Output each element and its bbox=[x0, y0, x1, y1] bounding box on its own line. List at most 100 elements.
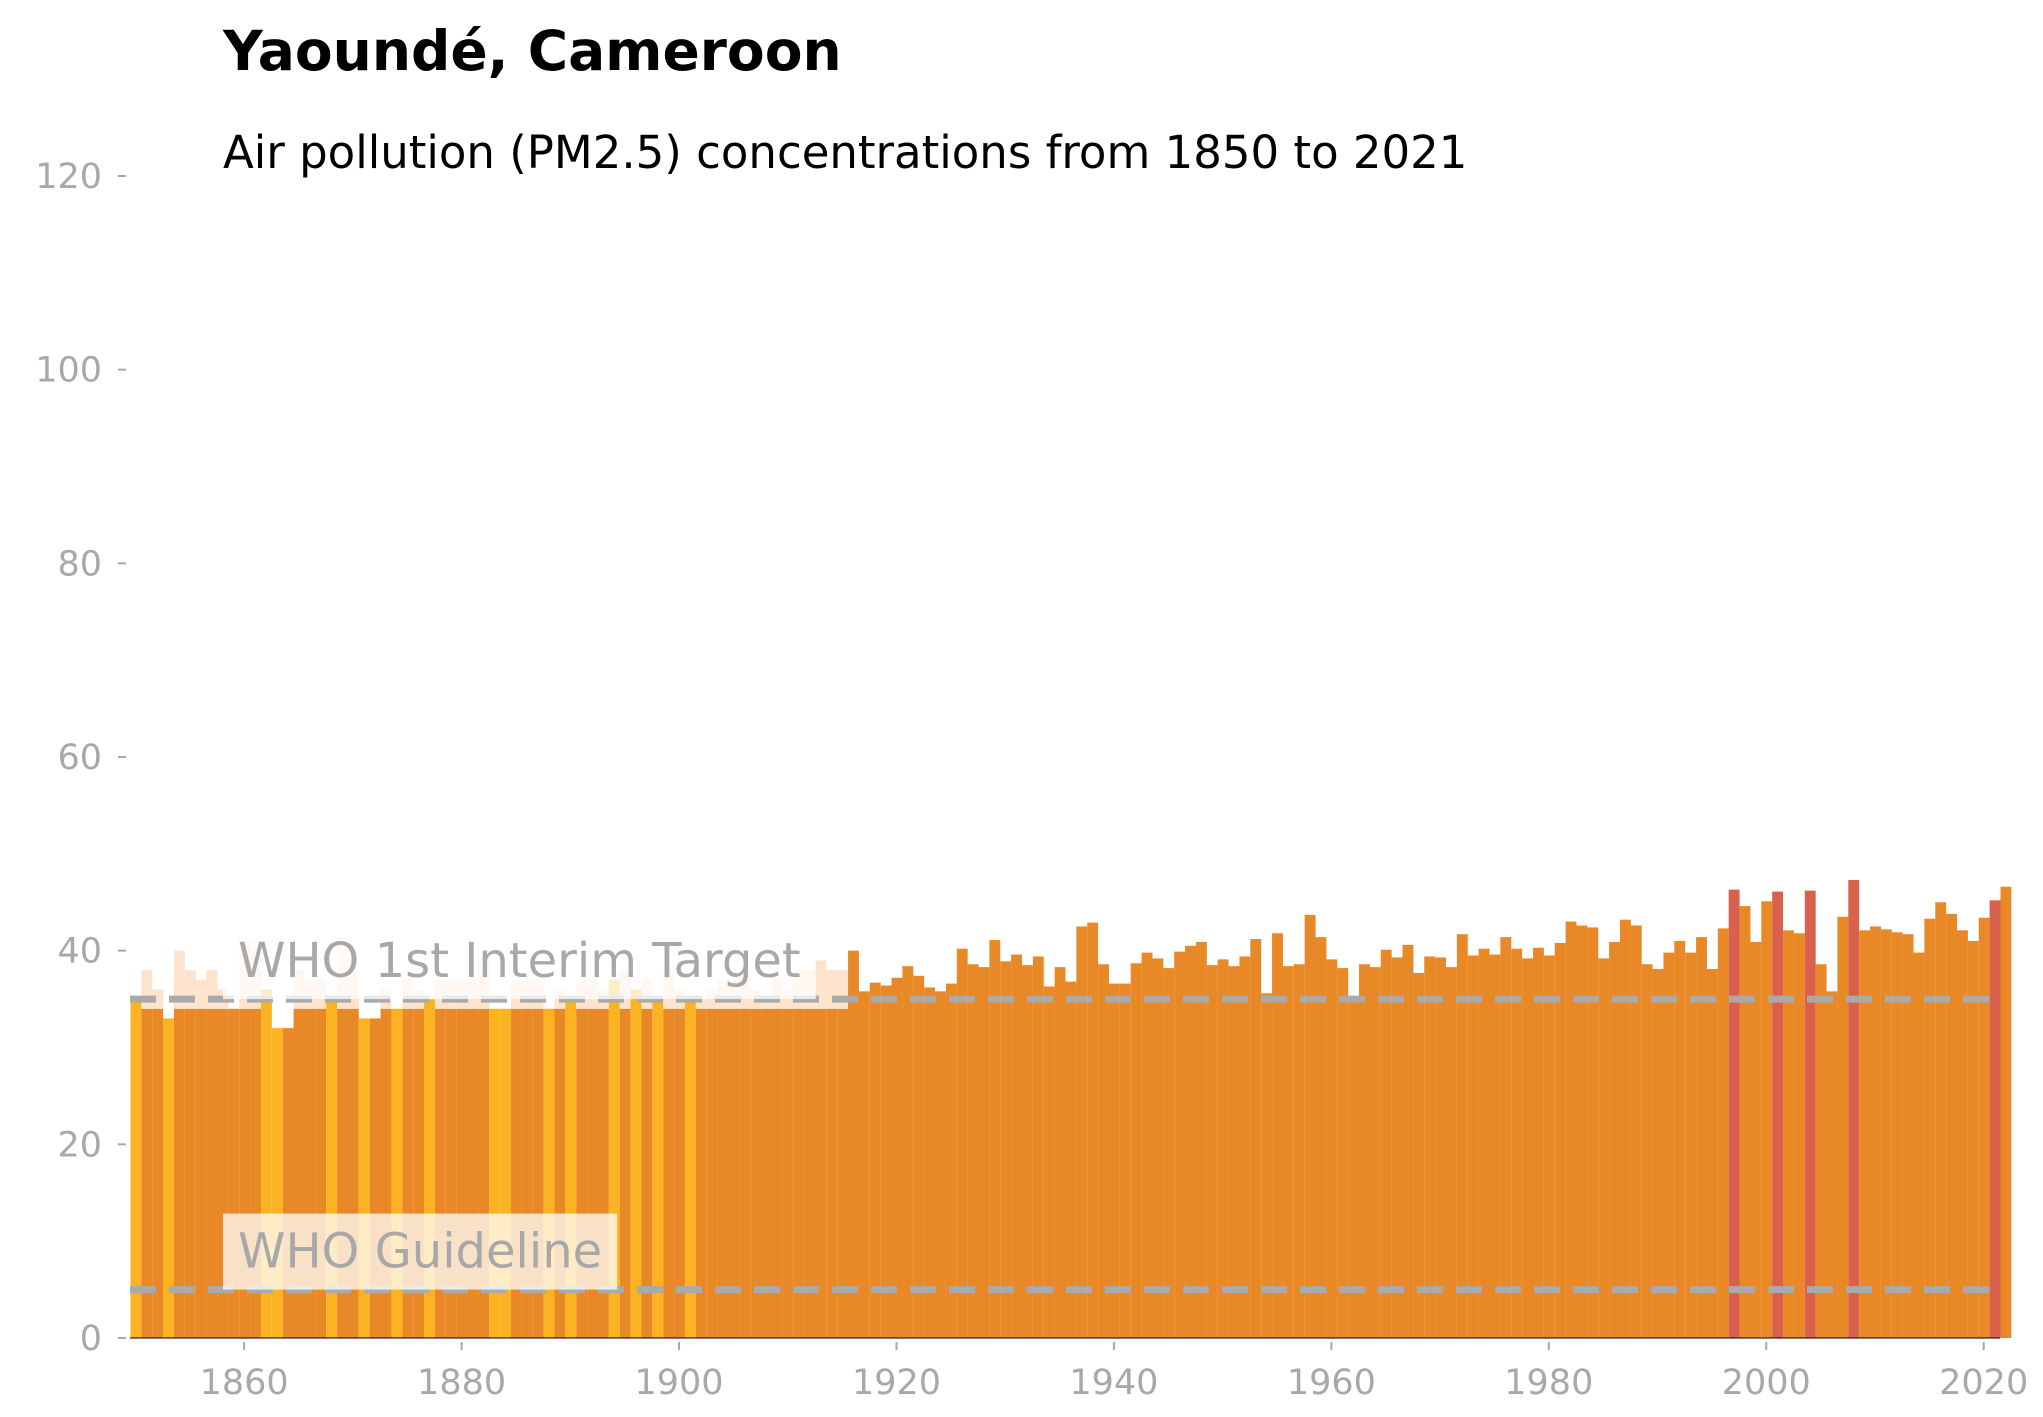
bar-1891 bbox=[576, 1008, 588, 1338]
bar-1918 bbox=[869, 982, 881, 1338]
bar-1864 bbox=[282, 1028, 294, 1338]
bar-1919 bbox=[880, 985, 892, 1338]
bar-1898 bbox=[652, 999, 664, 1338]
bar-1969 bbox=[1424, 956, 1436, 1338]
bar-ghost-1854 bbox=[173, 950, 185, 1009]
bar-1943 bbox=[1141, 952, 1153, 1338]
bar-1908 bbox=[761, 1008, 772, 1338]
bar-1903 bbox=[706, 1008, 718, 1338]
bar-ghost-1903 bbox=[706, 989, 718, 1009]
bar-1905 bbox=[728, 1008, 740, 1338]
x-axis: 1860 1880 1900 1920 1940 1960 1980 2000 2020 bbox=[130, 1337, 2028, 1403]
reference-lines-group: WHO 1st Interim Target WHO Guideline bbox=[130, 923, 2000, 1294]
bar-1934 bbox=[1043, 986, 1055, 1338]
bar-ghost-1856 bbox=[195, 979, 207, 1009]
bar-1952 bbox=[1239, 956, 1251, 1338]
bar-1874 bbox=[391, 1008, 403, 1338]
bar-2022 bbox=[2000, 886, 2012, 1338]
bar-1850 bbox=[130, 999, 142, 1338]
bar-1983 bbox=[1576, 925, 1588, 1338]
bar-1951 bbox=[1228, 966, 1240, 1338]
bar-1954 bbox=[1261, 993, 1273, 1338]
bar-1979 bbox=[1533, 947, 1544, 1338]
bar-1868 bbox=[326, 999, 338, 1338]
bar-1889 bbox=[554, 1008, 566, 1338]
bar-1853 bbox=[163, 1018, 174, 1338]
bar-1946 bbox=[1174, 951, 1186, 1338]
bar-1995 bbox=[1706, 969, 1718, 1338]
bar-1867 bbox=[315, 1008, 327, 1338]
bar-1929 bbox=[989, 940, 1001, 1338]
bar-1858 bbox=[217, 1008, 229, 1338]
x-tick-label-1920: 1920 bbox=[852, 1363, 941, 1403]
bar-1938 bbox=[1087, 922, 1099, 1338]
bar-2006 bbox=[1826, 991, 1838, 1338]
ref-label-1: WHO Guideline bbox=[238, 1224, 602, 1280]
bar-1962 bbox=[1348, 997, 1360, 1338]
bar-1888 bbox=[543, 1008, 555, 1338]
x-tick-label-1860: 1860 bbox=[200, 1363, 289, 1403]
bar-1879 bbox=[445, 1008, 457, 1338]
bar-1993 bbox=[1685, 952, 1697, 1338]
bar-1933 bbox=[1032, 956, 1044, 1338]
chart-title: Yaoundé, Cameroon bbox=[222, 19, 842, 83]
bar-2021 bbox=[1989, 900, 2001, 1338]
bar-2019 bbox=[1967, 940, 1979, 1338]
bar-1871 bbox=[358, 1018, 370, 1338]
bar-1924 bbox=[935, 991, 946, 1338]
x-tick-label-2020: 2020 bbox=[1939, 1363, 2028, 1403]
bar-2018 bbox=[1957, 930, 1968, 1338]
bar-1925 bbox=[945, 983, 957, 1338]
bar-1892 bbox=[587, 1008, 598, 1338]
bar-1984 bbox=[1587, 927, 1599, 1338]
bar-1964 bbox=[1369, 967, 1381, 1338]
bar-1982 bbox=[1565, 921, 1577, 1338]
bar-1988 bbox=[1630, 925, 1642, 1338]
bar-1992 bbox=[1674, 940, 1686, 1338]
bar-1880 bbox=[456, 1008, 468, 1338]
y-tick-label-20: 20 bbox=[57, 1125, 102, 1165]
bar-1930 bbox=[1000, 961, 1012, 1338]
bar-ghost-1915 bbox=[837, 970, 849, 1009]
bar-1872 bbox=[369, 1018, 381, 1338]
bar-1917 bbox=[858, 991, 870, 1338]
bar-1927 bbox=[967, 964, 979, 1338]
bar-1887 bbox=[532, 1008, 544, 1338]
bar-1957 bbox=[1293, 964, 1305, 1338]
bar-1896 bbox=[630, 989, 642, 1338]
bar-1911 bbox=[793, 1008, 805, 1338]
bar-1967 bbox=[1402, 944, 1414, 1338]
bar-1935 bbox=[1054, 967, 1066, 1338]
x-tick-label-1940: 1940 bbox=[1069, 1363, 1158, 1403]
bar-2009 bbox=[1859, 930, 1871, 1338]
bar-2012 bbox=[1891, 932, 1903, 1338]
bar-1881 bbox=[467, 1008, 479, 1338]
y-tick-label-60: 60 bbox=[57, 738, 102, 778]
bar-1907 bbox=[750, 1008, 762, 1338]
bar-1970 bbox=[1435, 957, 1447, 1338]
chart-subtitle: Air pollution (PM2.5) concentrations fro… bbox=[223, 126, 1467, 179]
bar-1876 bbox=[413, 1008, 425, 1338]
bar-1912 bbox=[804, 1008, 816, 1338]
bar-2016 bbox=[1935, 902, 1947, 1338]
x-tick-label-1960: 1960 bbox=[1287, 1363, 1376, 1403]
bar-1931 bbox=[1011, 954, 1023, 1338]
bar-1973 bbox=[1467, 955, 1479, 1338]
bar-1977 bbox=[1511, 948, 1523, 1338]
x-tick-label-1900: 1900 bbox=[635, 1363, 724, 1403]
bar-1916 bbox=[848, 950, 859, 1338]
bar-1857 bbox=[206, 1008, 218, 1338]
bar-1940 bbox=[1108, 983, 1120, 1338]
bar-1996 bbox=[1717, 928, 1729, 1338]
bar-1942 bbox=[1130, 963, 1142, 1338]
bar-1883 bbox=[489, 1008, 501, 1338]
bar-1869 bbox=[337, 1008, 348, 1338]
y-tick-label-120: 120 bbox=[35, 157, 102, 197]
bar-1863 bbox=[271, 1028, 283, 1338]
bar-1915 bbox=[837, 1008, 849, 1338]
y-tick-label-100: 100 bbox=[35, 351, 102, 391]
bar-1998 bbox=[1739, 906, 1751, 1338]
x-tick-label-1880: 1880 bbox=[417, 1363, 506, 1403]
bar-1914 bbox=[826, 1008, 838, 1338]
